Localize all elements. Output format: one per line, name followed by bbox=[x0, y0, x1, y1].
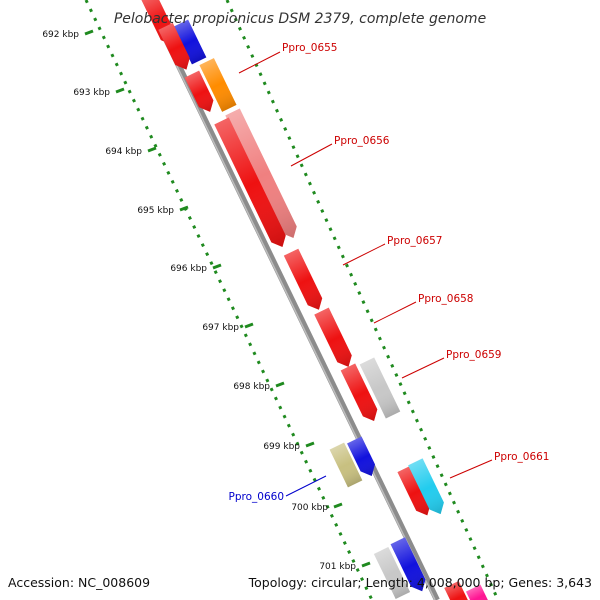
kbp-tick-label: 701 kbp bbox=[319, 562, 356, 572]
gene-arrow[interactable] bbox=[158, 22, 193, 73]
gene-arrow-shading bbox=[158, 22, 190, 70]
kbp-tick-mark bbox=[305, 441, 315, 448]
kbp-tick-mark bbox=[147, 146, 157, 153]
gene-arrow-shading bbox=[225, 108, 297, 239]
gene-arrow-shading bbox=[184, 70, 214, 112]
kbp-tick-label: 695 kbp bbox=[137, 206, 174, 216]
gene-arrow-ppro-0659[interactable] bbox=[359, 357, 401, 419]
gene-arrow-shading bbox=[444, 581, 472, 600]
gene-arrow-shading bbox=[199, 58, 237, 112]
gene-label-leader bbox=[342, 243, 386, 266]
gene-arrow-shading bbox=[214, 117, 286, 248]
gene-arrow-ppro-0660[interactable] bbox=[329, 442, 363, 488]
gene-arrow-shading bbox=[397, 465, 431, 516]
gene-label-leader bbox=[290, 143, 333, 167]
gene-label[interactable]: Ppro_0660 bbox=[229, 491, 284, 503]
gene-label[interactable]: Ppro_0657 bbox=[387, 235, 442, 247]
gene-arrow[interactable] bbox=[214, 117, 289, 250]
gene-arrow[interactable] bbox=[373, 547, 411, 599]
gene-arrow[interactable] bbox=[444, 581, 472, 600]
kbp-tick-mark bbox=[115, 87, 125, 94]
genome-backbone bbox=[144, 0, 440, 600]
gene-arrow-shading bbox=[466, 584, 490, 600]
kbp-tick-mark bbox=[333, 502, 343, 509]
gene-label[interactable]: Ppro_0661 bbox=[494, 451, 549, 463]
gene-arrow-ppro-0657[interactable] bbox=[283, 248, 326, 314]
gene-arrow-shading bbox=[283, 248, 323, 310]
gene-arrow[interactable] bbox=[184, 70, 218, 116]
kbp-tick-mark bbox=[84, 29, 94, 36]
kbp-tick-label: 699 kbp bbox=[263, 442, 300, 452]
gene-arrow-ppro-0656[interactable] bbox=[225, 108, 300, 241]
kbp-tick-mark bbox=[244, 322, 254, 329]
kbp-tick-label: 694 kbp bbox=[105, 147, 142, 157]
kbp-tick-label: 692 kbp bbox=[42, 30, 79, 40]
genome-backbone-highlight bbox=[144, 0, 436, 600]
kbp-tick-label: 698 kbp bbox=[233, 382, 270, 392]
gene-label-leader bbox=[285, 475, 327, 497]
gene-arrow[interactable] bbox=[347, 436, 379, 480]
kbp-tick-label: 693 kbp bbox=[73, 88, 110, 98]
gene-arrow-shading bbox=[408, 458, 444, 515]
gene-arrow-shading bbox=[329, 442, 363, 488]
gene-arrow[interactable] bbox=[390, 537, 430, 594]
gene-arrow-shading bbox=[173, 19, 207, 65]
kbp-tick-label: 697 kbp bbox=[202, 323, 239, 333]
kbp-tick-mark bbox=[361, 561, 371, 568]
gene-arrow[interactable] bbox=[340, 363, 382, 425]
gene-label[interactable]: Ppro_0656 bbox=[334, 135, 390, 147]
gene-label-leader bbox=[449, 459, 493, 479]
gene-arrow-shading bbox=[347, 436, 375, 477]
gene-label[interactable]: Ppro_0659 bbox=[446, 349, 501, 361]
kbp-tick-mark bbox=[179, 205, 189, 212]
gene-arrow-shading bbox=[359, 357, 401, 419]
inner-tick-ring bbox=[84, 0, 374, 600]
kbp-tick-mark bbox=[275, 381, 285, 388]
kbp-tick-label: 696 kbp bbox=[170, 264, 207, 274]
kbp-tick-group: 692 kbp 693 kbp 694 kbp 695 kbp 696 kbp 697 k… bbox=[42, 29, 371, 572]
gene-arrow-shading bbox=[314, 307, 352, 367]
gene-arrow[interactable] bbox=[173, 19, 207, 65]
gene-label[interactable]: Ppro_0655 bbox=[282, 42, 337, 54]
gene-label[interactable]: Ppro_0658 bbox=[418, 293, 473, 305]
gene-arrow[interactable] bbox=[397, 465, 434, 519]
gene-arrow-ppro-0661[interactable] bbox=[408, 458, 448, 517]
kbp-tick-mark bbox=[212, 263, 222, 270]
gene-arrow[interactable] bbox=[199, 58, 237, 112]
genome-summary-label: Topology: circular; Length: 4,008,000 bp… bbox=[248, 575, 592, 590]
gene-label-group: Ppro_0655 Ppro_0656 Ppro_0657 Ppro_0658 Ppro… bbox=[229, 42, 550, 503]
map-title: Pelobacter propionicus DSM 2379, complet… bbox=[114, 11, 486, 27]
gene-arrow-shading bbox=[390, 537, 426, 592]
gene-arrow-shading bbox=[340, 363, 378, 422]
gene-arrow-shading bbox=[373, 547, 411, 599]
gene-label-leader bbox=[401, 357, 445, 379]
gene-arrow-ppro-0658[interactable] bbox=[314, 307, 355, 371]
accession-label: Accession: NC_008609 bbox=[8, 575, 150, 590]
gene-label-leader bbox=[373, 301, 417, 324]
gene-arrow[interactable] bbox=[466, 584, 490, 600]
gene-track bbox=[140, 0, 490, 600]
gene-label-leader bbox=[238, 51, 281, 74]
kbp-tick-label: 700 kbp bbox=[291, 503, 328, 513]
